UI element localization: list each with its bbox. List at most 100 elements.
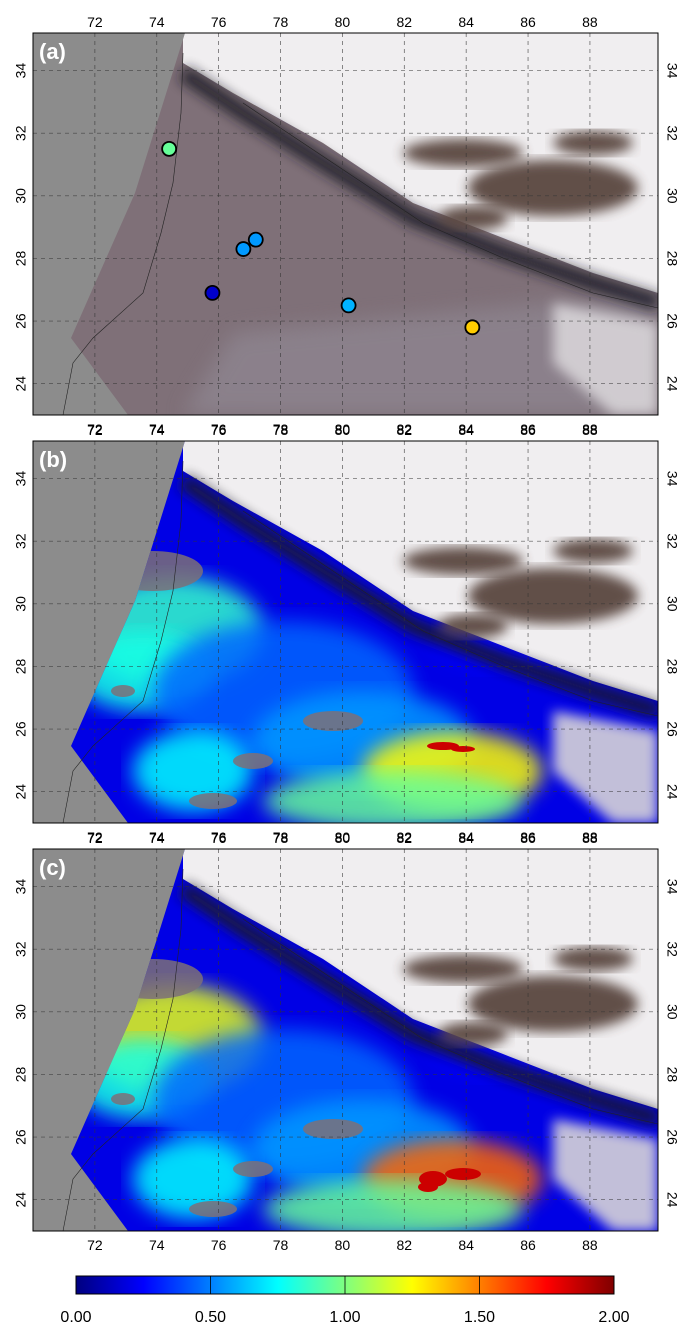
y-tick-label-right: 30 [664,596,680,612]
x-tick-label-bottom: 86 [520,421,536,437]
y-tick-label-right: 30 [664,1004,680,1020]
x-tick-label-top: 74 [149,830,165,846]
station-point-1 [161,140,178,157]
x-tick-label-bottom: 88 [582,1237,598,1253]
y-tick-label-right: 28 [664,659,680,675]
x-tick-label-bottom: 74 [149,829,165,845]
panel-frame [32,848,659,1232]
x-tick-label-bottom: 74 [149,1237,165,1253]
x-tick-label-bottom: 84 [458,829,474,845]
x-tick-label-top: 86 [520,830,536,846]
x-tick-label-bottom: 76 [211,829,227,845]
x-tick-label-bottom: 80 [335,1237,351,1253]
station-point-4 [204,284,221,301]
y-tick-label-left: 34 [13,879,29,895]
x-tick-label-top: 82 [396,830,412,846]
y-tick-label-left: 30 [13,188,29,204]
y-tick-label-left: 26 [13,721,29,737]
y-tick-label-right: 28 [664,251,680,267]
x-tick-label-bottom: 88 [582,829,598,845]
cloud-cover [183,441,658,701]
plateau-patch [468,160,638,216]
y-tick-label-left: 24 [13,1192,29,1208]
x-tick-label-bottom: 78 [273,421,289,437]
boundary-line [242,510,658,717]
boundary-line [62,52,184,415]
x-tick-label-bottom: 84 [458,1237,474,1253]
x-tick-label-bottom: 86 [520,829,536,845]
x-tick-label-bottom: 86 [520,1237,536,1253]
y-tick-label-right: 26 [664,313,680,329]
plateau-patch [468,568,638,624]
y-tick-label-right: 32 [664,533,680,549]
x-tick-label-bottom: 82 [396,1237,412,1253]
x-tick-label-top: 84 [458,830,474,846]
y-tick-label-left: 26 [13,313,29,329]
plateau-patch [468,976,638,1032]
y-tick-label-left: 28 [13,250,29,266]
x-tick-label-top: 72 [87,830,103,846]
x-tick-label-bottom: 74 [149,421,165,437]
y-tick-label-left: 24 [13,784,29,800]
x-tick-label-bottom: 76 [211,1237,227,1253]
y-tick-label-left: 32 [13,941,29,957]
y-tick-label-right: 26 [664,721,680,737]
x-tick-label-bottom: 72 [87,1237,103,1253]
colorbar: 0.00 0.50 1.00 1.50 2.00 [60,1275,630,1326]
colorbar-tick-label: 1.00 [329,1309,360,1326]
x-tick-label-top: 82 [396,14,412,30]
station-point-5 [340,297,357,314]
x-tick-label-top: 84 [458,14,474,30]
colorbar-tick-label: 0.00 [60,1309,91,1326]
station-point-6 [464,319,481,336]
panel-label: (c) [39,855,66,880]
panel-label: (a) [39,39,66,64]
x-tick-label-bottom: 72 [87,421,103,437]
x-tick-label-top: 86 [520,14,536,30]
x-tick-label-bottom: 84 [458,421,474,437]
cloud-cover [183,33,658,293]
y-tick-label-left: 30 [13,1004,29,1020]
y-tick-label-left: 28 [13,1066,29,1082]
y-tick-label-right: 24 [664,1192,680,1208]
panel-frame [32,440,659,824]
map-panel-2: 72 72 74 74 76 76 78 78 80 80 82 82 84 84 86 86 88 88 24 24… [13,422,681,845]
colorbar-tick-label: 1.50 [464,1309,495,1326]
y-tick-label-left: 30 [13,596,29,612]
x-tick-label-bottom: 80 [335,829,351,845]
y-tick-label-right: 32 [664,941,680,957]
colorbar-tick-label: 2.00 [598,1309,629,1326]
y-tick-label-right: 28 [664,1067,680,1083]
map-panel-1: 72 72 74 74 76 76 78 78 80 80 82 82 84 84 86 86 88 88 24 24… [13,14,681,437]
y-tick-label-right: 34 [664,879,680,895]
x-tick-label-bottom: 76 [211,421,227,437]
station-point-3 [235,241,252,257]
y-tick-label-left: 28 [13,658,29,674]
plateau-patch [553,947,633,971]
x-tick-label-bottom: 82 [396,421,412,437]
plateau-patch [438,1022,508,1046]
y-tick-label-right: 32 [664,125,680,141]
y-tick-label-right: 24 [664,784,680,800]
boundary-line [242,918,658,1125]
x-tick-label-top: 72 [87,422,103,438]
x-tick-label-top: 88 [582,422,598,438]
x-tick-label-bottom: 78 [273,829,289,845]
x-tick-label-top: 80 [335,14,351,30]
x-tick-label-top: 88 [582,14,598,30]
x-tick-label-top: 84 [458,422,474,438]
y-tick-label-left: 32 [13,533,29,549]
y-tick-label-right: 34 [664,471,680,487]
plateau-patch [403,139,523,167]
x-tick-label-top: 78 [273,422,289,438]
x-tick-label-bottom: 72 [87,829,103,845]
satellite-swath [71,33,658,415]
panel-label: (b) [39,447,67,472]
boundary-line [242,102,658,309]
y-tick-label-left: 34 [13,471,29,487]
x-tick-label-top: 74 [149,14,165,30]
boundary-line [62,460,184,823]
plateau-patch [438,614,508,638]
x-tick-label-bottom: 80 [335,421,351,437]
x-tick-label-top: 76 [211,830,227,846]
